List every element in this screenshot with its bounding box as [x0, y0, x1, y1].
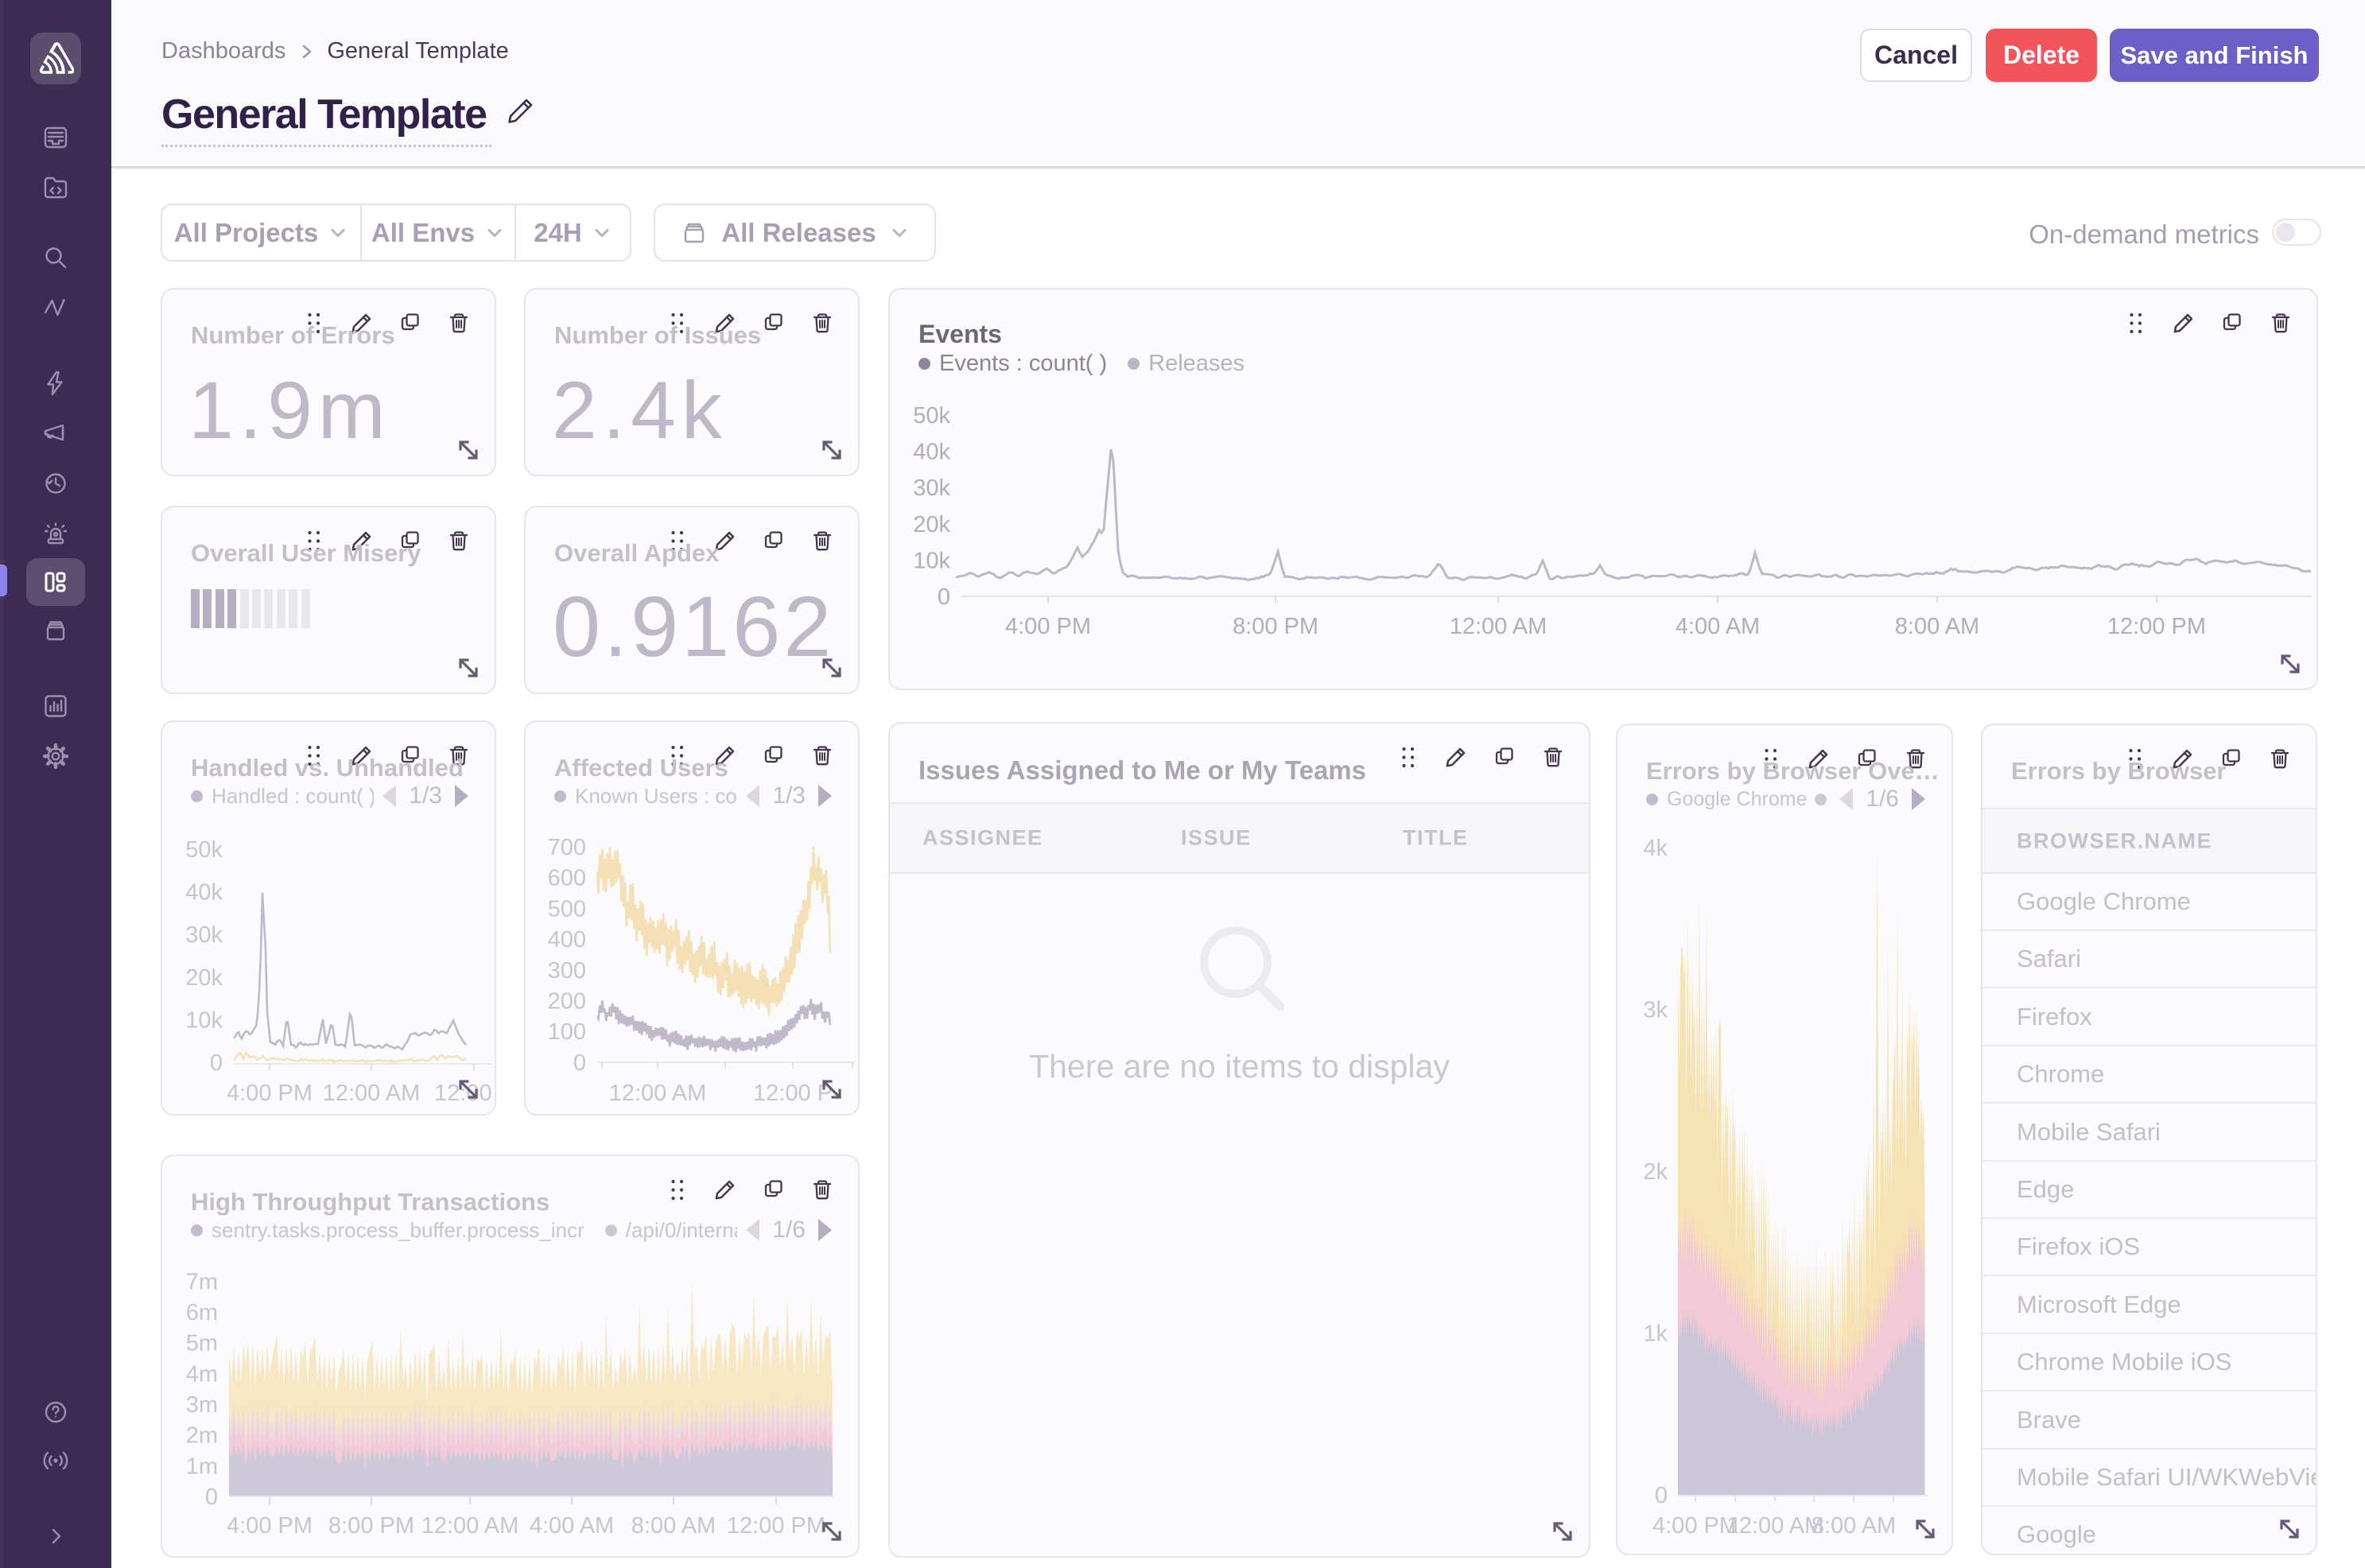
svg-text:4:00 AM: 4:00 AM [1676, 614, 1760, 639]
svg-text:7m: 7m [186, 1269, 218, 1294]
svg-text:12:00 AM: 12:00 AM [609, 1081, 707, 1106]
svg-text:2m: 2m [186, 1423, 218, 1449]
svg-text:4m: 4m [186, 1361, 218, 1387]
svg-text:6m: 6m [186, 1300, 218, 1325]
svg-text:500: 500 [548, 896, 586, 922]
svg-text:12:00 AM: 12:00 AM [1726, 1513, 1824, 1539]
svg-text:0: 0 [1655, 1483, 1668, 1508]
svg-text:8:00 AM: 8:00 AM [1895, 614, 1979, 639]
svg-text:12:00 PM: 12:00 PM [727, 1513, 825, 1539]
svg-text:4k: 4k [1643, 836, 1668, 861]
svg-text:600: 600 [548, 866, 586, 891]
svg-text:100: 100 [548, 1019, 586, 1045]
svg-text:8:00 PM: 8:00 PM [328, 1513, 414, 1539]
svg-text:4:00 PM: 4:00 PM [227, 1513, 313, 1539]
svg-text:0: 0 [938, 584, 950, 610]
svg-text:3m: 3m [186, 1392, 218, 1418]
svg-text:20k: 20k [913, 512, 950, 538]
svg-text:4:00 AM: 4:00 AM [530, 1513, 614, 1539]
svg-text:3k: 3k [1643, 998, 1668, 1023]
svg-text:12:00 AM: 12:00 AM [323, 1081, 421, 1106]
svg-text:10k: 10k [185, 1007, 223, 1033]
svg-text:1m: 1m [186, 1454, 218, 1479]
svg-text:30k: 30k [913, 475, 950, 501]
svg-text:0: 0 [205, 1485, 218, 1510]
svg-text:50k: 50k [185, 837, 223, 863]
svg-text:200: 200 [548, 989, 586, 1015]
svg-text:4:00 PM: 4:00 PM [227, 1081, 313, 1106]
svg-text:400: 400 [548, 927, 586, 953]
svg-text:50k: 50k [913, 403, 950, 429]
svg-text:40k: 40k [185, 880, 223, 906]
svg-text:2k: 2k [1643, 1159, 1668, 1185]
svg-text:12:00 AM: 12:00 AM [1450, 614, 1548, 639]
svg-text:1k: 1k [1643, 1322, 1668, 1347]
svg-text:10k: 10k [913, 548, 950, 573]
svg-text:12:00 P: 12:00 P [753, 1081, 833, 1106]
svg-text:4:00 PM: 4:00 PM [1652, 1513, 1738, 1539]
svg-text:8:00 PM: 8:00 PM [1233, 614, 1318, 639]
svg-text:5m: 5m [186, 1331, 218, 1356]
svg-text:300: 300 [548, 958, 586, 984]
svg-text:8:00 AM: 8:00 AM [1812, 1513, 1896, 1539]
svg-text:12:00 P: 12:00 P [434, 1081, 498, 1106]
svg-text:4:00 PM: 4:00 PM [1005, 614, 1091, 639]
svg-text:30k: 30k [185, 922, 223, 948]
svg-text:700: 700 [548, 835, 586, 860]
svg-text:20k: 20k [185, 965, 223, 991]
svg-text:0: 0 [573, 1050, 586, 1076]
svg-text:40k: 40k [913, 440, 950, 465]
svg-text:12:00 AM: 12:00 AM [421, 1513, 519, 1539]
svg-text:12:00 PM: 12:00 PM [2107, 614, 2206, 639]
svg-text:0: 0 [210, 1050, 223, 1076]
svg-text:8:00 AM: 8:00 AM [631, 1513, 716, 1539]
